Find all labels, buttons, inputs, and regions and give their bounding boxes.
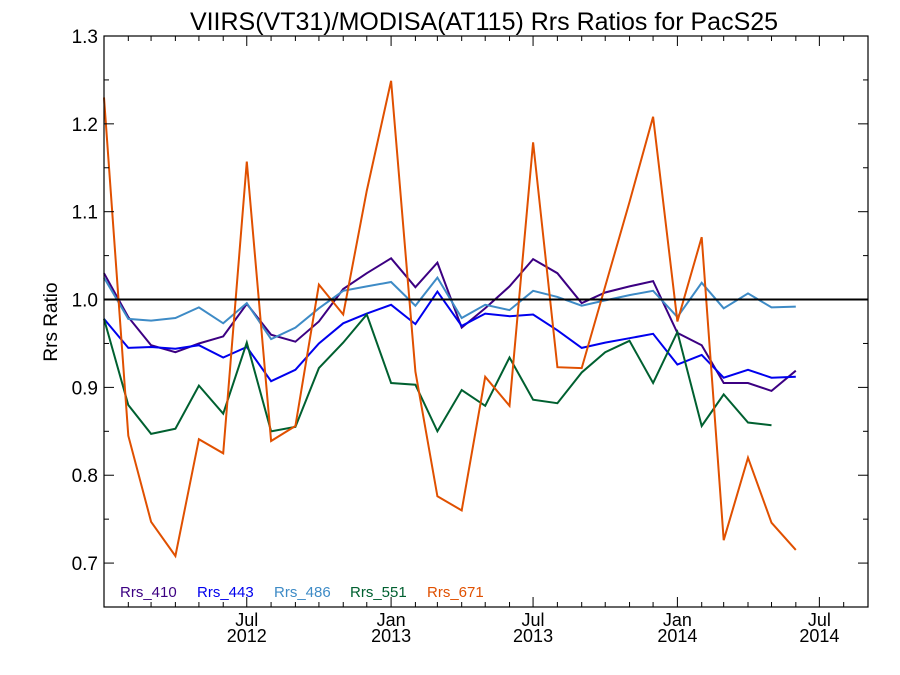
- x-tick-label-year: 2012: [227, 626, 267, 646]
- legend-item-rrs-486: Rrs_486: [274, 584, 331, 601]
- y-tick-label: 0.8: [72, 466, 98, 487]
- x-tick-label-month: Jul: [235, 610, 258, 630]
- plot-frame: [103, 35, 869, 608]
- x-tick-label-month: Jul: [808, 610, 831, 630]
- series-line-rrs-671: [103, 80, 797, 559]
- legend: Rrs_410 Rrs_443 Rrs_486 Rrs_551 Rrs_671: [120, 584, 484, 601]
- legend-item-rrs-443: Rrs_443: [197, 584, 254, 601]
- series-line-rrs-486: [103, 275, 796, 341]
- series-line-rrs-410: [103, 256, 797, 393]
- y-axis-ticks: 0.7 0.8 0.9 1.0 1.1 1.2 1.3: [72, 27, 868, 608]
- x-tick-label-month: Jan: [663, 610, 692, 630]
- x-tick-label-year: 2014: [657, 626, 697, 646]
- y-tick-label: 0.9: [72, 378, 98, 399]
- y-tick-label: 1.2: [72, 115, 98, 136]
- x-tick-label-year: 2013: [513, 626, 553, 646]
- plot-series: [103, 80, 797, 559]
- series-line-rrs-551: [103, 312, 772, 436]
- y-tick-label: 1.3: [72, 27, 98, 48]
- x-tick-label-month: Jan: [377, 610, 406, 630]
- y-tick-label: 0.7: [72, 554, 98, 575]
- x-tick-label-year: 2013: [371, 626, 411, 646]
- y-tick-label: 1.0: [72, 291, 98, 312]
- legend-item-rrs-551: Rrs_551: [350, 584, 407, 601]
- y-axis-label: Rrs Ratio: [41, 282, 62, 361]
- x-tick-label-year: 2014: [799, 626, 839, 646]
- series-line-rrs-443: [103, 289, 796, 383]
- legend-item-rrs-671: Rrs_671: [427, 584, 484, 601]
- legend-item-rrs-410: Rrs_410: [120, 584, 177, 601]
- chart-title: VIIRS(VT31)/MODISA(AT115) Rrs Ratios for…: [190, 8, 778, 36]
- x-tick-label-month: Jul: [522, 610, 545, 630]
- y-tick-label: 1.1: [72, 203, 98, 224]
